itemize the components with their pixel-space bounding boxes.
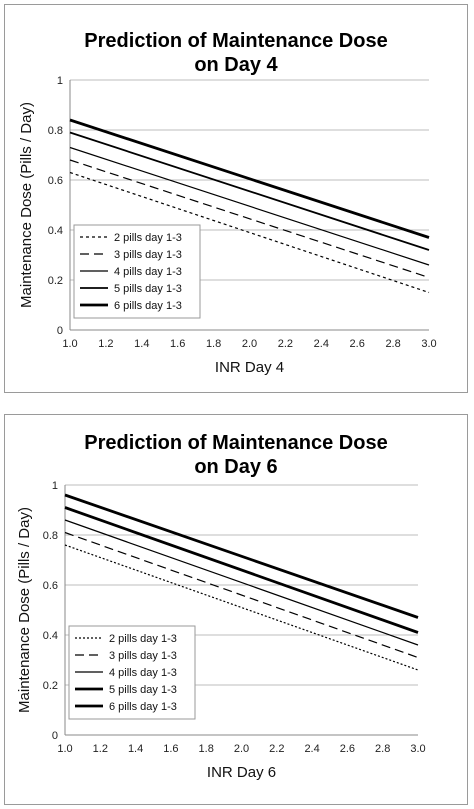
series-line	[64, 544, 419, 671]
series-line	[64, 531, 419, 659]
x-tick-label: 1.0	[62, 338, 77, 350]
y-tick-label: 0.8	[43, 530, 58, 542]
x-tick-label: 1.8	[206, 338, 221, 350]
y-tick-label: 1	[52, 480, 58, 492]
legend-label: 4 pills day 1-3	[109, 667, 177, 679]
chart-title-line2: on Day 6	[194, 456, 278, 478]
chart-title: Prediction of Maintenance Dose on Day 4	[5, 29, 467, 77]
x-tick-label: 1.6	[163, 743, 178, 755]
series-line	[69, 118, 430, 239]
series-line	[69, 159, 430, 279]
legend-label: 4 pills day 1-3	[114, 266, 182, 278]
y-tick-label: 1	[57, 75, 63, 87]
x-tick-label: 2.8	[375, 743, 390, 755]
x-tick-label: 1.2	[93, 743, 108, 755]
x-tick-label: 2.0	[242, 338, 257, 350]
legend-label: 2 pills day 1-3	[114, 232, 182, 244]
y-tick-label: 0.2	[43, 680, 58, 692]
legend-label: 5 pills day 1-3	[114, 283, 182, 295]
series-line	[64, 493, 419, 619]
legend-label: 6 pills day 1-3	[114, 300, 182, 312]
x-tick-label: 2.2	[269, 743, 284, 755]
line-chart-day4: 0 0.2 0.4 0.6 0.8 1 1.0 1.2 1.4 1.6 1.8 2.0 2.2 2.4 2.…	[18, 75, 437, 376]
y-tick-label: 0.6	[43, 580, 58, 592]
y-tick-label: 0	[52, 730, 58, 742]
series-line	[69, 146, 430, 266]
y-axis-label: Maintenance Dose (Pills / Day)	[16, 507, 33, 713]
legend-label: 3 pills day 1-3	[114, 249, 182, 261]
y-tick-label: 0.4	[43, 630, 58, 642]
y-tick-label: 0.6	[48, 175, 63, 187]
x-tick-label: 1.4	[134, 338, 149, 350]
y-axis-label: Maintenance Dose (Pills / Day)	[18, 102, 35, 308]
legend-label: 3 pills day 1-3	[109, 650, 177, 662]
series-line	[64, 519, 419, 646]
y-tick-label: 0.2	[48, 275, 63, 287]
x-tick-label: 2.6	[350, 338, 365, 350]
x-axis-label: INR Day 4	[215, 359, 284, 376]
x-tick-label: 2.2	[278, 338, 293, 350]
chart-title-line2: on Day 4	[194, 54, 278, 76]
series-line	[69, 131, 430, 251]
chart-title: Prediction of Maintenance Dose on Day 6	[5, 431, 467, 479]
x-tick-label: 2.0	[234, 743, 249, 755]
x-tick-label: 1.6	[170, 338, 185, 350]
x-tick-label: 2.8	[385, 338, 400, 350]
y-tick-label: 0.4	[48, 225, 63, 237]
x-tick-label: 2.4	[314, 338, 329, 350]
x-tick-label: 1.4	[128, 743, 143, 755]
chart-panel-day6: Prediction of Maintenance Dose on Day 6 …	[4, 414, 468, 805]
y-tick-label: 0	[57, 325, 63, 337]
legend-label: 5 pills day 1-3	[109, 684, 177, 696]
x-tick-label: 2.6	[340, 743, 355, 755]
chart-title-line1: Prediction of Maintenance Dose	[84, 432, 388, 454]
x-tick-label: 3.0	[421, 338, 436, 350]
x-tick-label: 1.8	[199, 743, 214, 755]
x-tick-label: 2.4	[304, 743, 319, 755]
x-tick-label: 3.0	[410, 743, 425, 755]
x-axis-label: INR Day 6	[207, 764, 276, 781]
legend-label: 2 pills day 1-3	[109, 633, 177, 645]
x-tick-label: 1.2	[98, 338, 113, 350]
chart-panel-day4: Prediction of Maintenance Dose on Day 4 …	[4, 4, 468, 393]
y-tick-label: 0.8	[48, 125, 63, 137]
series-line	[64, 506, 419, 634]
chart-title-line1: Prediction of Maintenance Dose	[84, 30, 388, 52]
line-chart-day6: 0 0.2 0.4 0.6 0.8 1 1.0 1.2 1.4 1.6 1.8 2.0 2.2 2.4 2.…	[16, 480, 426, 781]
x-tick-label: 1.0	[57, 743, 72, 755]
legend-label: 6 pills day 1-3	[109, 701, 177, 713]
